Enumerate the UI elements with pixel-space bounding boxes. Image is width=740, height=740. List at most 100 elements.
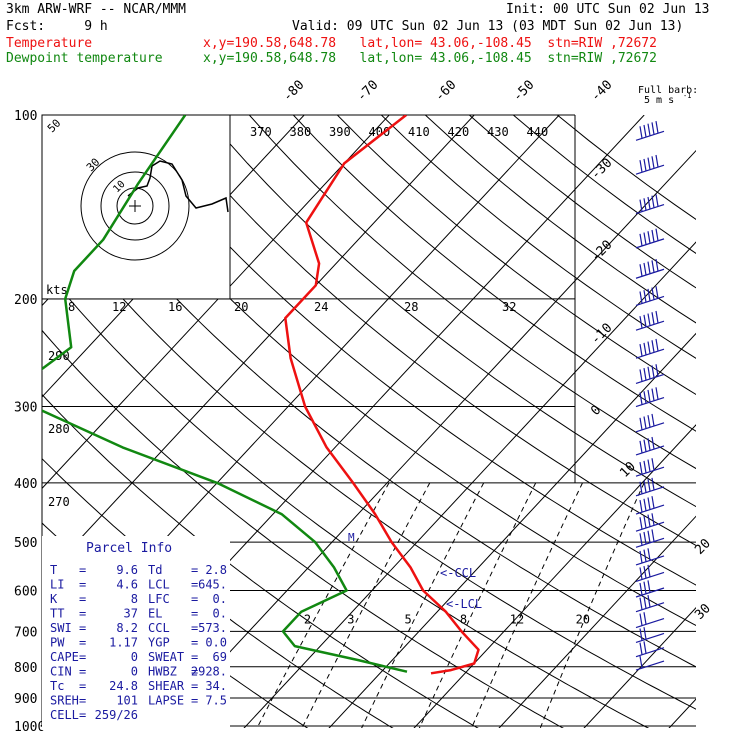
- wind-barb: [635, 513, 665, 532]
- parcel-key: EL: [148, 607, 162, 621]
- isotherm-line: [498, 515, 696, 728]
- parcel-key: YGP: [148, 636, 170, 650]
- parcel-key: SWEAT: [148, 650, 184, 664]
- parcel-equals: =: [79, 592, 86, 606]
- isotherm-line: [328, 332, 696, 728]
- temperature-axis-label: -70: [354, 78, 381, 105]
- parcel-equals: =: [79, 665, 86, 679]
- lcl-marker: <-LCL: [446, 597, 482, 611]
- wind-barb: [635, 594, 665, 613]
- parcel-key: SHEAR: [148, 679, 185, 693]
- parcel-value: 34.: [205, 679, 227, 693]
- pressure-label: 900: [14, 692, 37, 707]
- parcel-value: 8: [131, 592, 138, 606]
- wind-barb: [635, 286, 665, 307]
- pressure-label: 300: [14, 401, 37, 416]
- mixing-ratio-line: [256, 482, 390, 728]
- parcel-value: 645.: [198, 578, 227, 592]
- parcel-equals: =: [79, 679, 86, 693]
- hodograph-tick-label: 24: [314, 300, 328, 314]
- parcel-key: CCL: [148, 621, 170, 635]
- barb-key-label: Full barb:: [638, 85, 698, 96]
- parcel-key: T: [50, 563, 57, 577]
- theta-label: 370: [250, 125, 272, 139]
- parcel-value: 8.2: [116, 621, 138, 635]
- dry-adiabat-line: [204, 115, 696, 508]
- parcel-key: TT: [50, 607, 64, 621]
- temperature-location: x,y=190.58,648.78 lat,lon= 43.06,-108.45…: [203, 36, 657, 51]
- mixing-ratio-line: [361, 482, 485, 728]
- pressure-label: 600: [14, 584, 37, 599]
- parcel-equals: =: [79, 607, 86, 621]
- dewpoint-line: [42, 115, 408, 673]
- wind-barb: [635, 413, 665, 433]
- isotherm-line: [42, 115, 475, 581]
- mixing-ratio-lines: 2 3 5 8 12 20: [256, 482, 645, 728]
- parcel-equals: =: [79, 563, 86, 577]
- init-time: Init: 00 UTC Sun 02 Jun 13: [506, 2, 710, 17]
- parcel-equals: =: [191, 621, 198, 635]
- pressure-label: 400: [14, 477, 37, 492]
- hodograph-ring: [80, 151, 190, 261]
- wind-barb: [635, 564, 665, 583]
- model-title: 3km ARW-WRF -- NCAR/MMM: [6, 2, 187, 17]
- parcel-key: SWI: [50, 621, 72, 635]
- parcel-equals: =: [191, 679, 198, 693]
- wind-barb: [635, 228, 665, 249]
- parcel-value: 259/26: [95, 708, 138, 722]
- parcel-value: 101: [116, 694, 138, 708]
- wind-barb: [635, 258, 665, 279]
- parcel-value: 24.8: [109, 679, 138, 693]
- wind-barb: [635, 310, 665, 331]
- parcel-key: SREH: [50, 694, 79, 708]
- wind-barb: [635, 612, 665, 629]
- dry-adiabat-line: [42, 329, 564, 728]
- temperature-axis-label: -60: [432, 78, 459, 105]
- parcel-value: 69: [213, 650, 227, 664]
- parcel-value: 2.8: [205, 563, 227, 577]
- hodograph-trace: [127, 160, 229, 213]
- wind-barb: [635, 120, 665, 141]
- profile-series: <-CCL <-LCL M: [42, 115, 482, 675]
- m-marker: M: [348, 531, 355, 544]
- parcel-key: LFC: [148, 592, 170, 606]
- parcel-equals: =: [79, 694, 86, 708]
- temperature-axis-label: 30: [692, 601, 714, 623]
- valid-time: Valid: 09 UTC Sun 02 Jun 13 (03 MDT Sun …: [292, 19, 684, 34]
- wind-barb: [635, 154, 665, 175]
- parcel-key: CELL: [50, 708, 79, 722]
- mixing-ratio-label: 5: [404, 612, 411, 626]
- wind-barb: [635, 436, 665, 456]
- temperature-axis-label: -80: [280, 78, 307, 105]
- parcel-equals: =: [191, 592, 198, 606]
- parcel-value: 0: [131, 650, 138, 664]
- parcel-value: 0.0: [205, 636, 227, 650]
- parcel-value: 7.5: [205, 694, 227, 708]
- dry-adiabat-line: [380, 115, 696, 359]
- parcel-key: Tc: [50, 679, 64, 693]
- pressure-label: 700: [14, 625, 37, 640]
- theta-label: 390: [329, 125, 351, 139]
- theta-label: 410: [408, 125, 430, 139]
- barb-key-exponent: -1: [683, 92, 691, 100]
- dry-adiabat-line: [42, 133, 696, 668]
- parcel-equals: =: [79, 636, 86, 650]
- parcel-equals: =: [191, 650, 198, 664]
- parcel-value: 4.6: [116, 578, 138, 592]
- isotherm-line: [42, 115, 390, 490]
- barb-key-speed: 5 m s: [644, 95, 674, 106]
- parcel-key: PW: [50, 636, 65, 650]
- hodograph-tick-label: 28: [404, 300, 418, 314]
- parcel-value: 37: [124, 607, 138, 621]
- isotherm-line: [243, 241, 696, 728]
- wind-barb: [635, 529, 665, 548]
- mixing-ratio-label: 12: [510, 612, 524, 626]
- wind-barb: [635, 387, 665, 408]
- parcel-equals: =: [79, 708, 86, 722]
- pressure-label: 800: [14, 661, 37, 676]
- parcel-info-title: Parcel Info: [86, 541, 172, 556]
- wind-barb: [635, 548, 665, 566]
